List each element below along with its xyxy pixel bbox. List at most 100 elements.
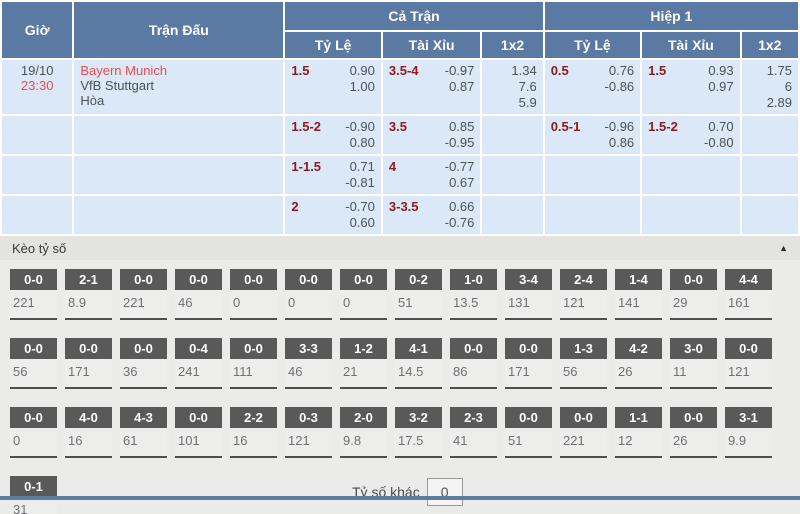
- score-button[interactable]: 3-0 11: [670, 338, 717, 389]
- odds-value[interactable]: 7.6: [518, 79, 537, 94]
- h1-overunder-cell[interactable]: 1.5-2 0.70 -0.80: [642, 116, 740, 154]
- score-button[interactable]: 0-0 26: [670, 407, 717, 458]
- score-button[interactable]: 0-0 171: [65, 338, 112, 389]
- odds-value[interactable]: -0.80: [704, 135, 734, 150]
- score-button[interactable]: 4-4 161: [725, 269, 772, 320]
- score-button[interactable]: 0-0 0: [340, 269, 387, 320]
- score-button[interactable]: 2-2 16: [230, 407, 277, 458]
- score-stake-underline[interactable]: [725, 456, 772, 458]
- h1-handicap-cell[interactable]: 0.5-1 -0.96 0.86: [544, 116, 641, 154]
- score-button[interactable]: 3-1 9.9: [725, 407, 772, 458]
- score-stake-underline[interactable]: [615, 387, 662, 389]
- odds-value[interactable]: 0.90: [349, 63, 375, 78]
- score-button[interactable]: 4-0 16: [65, 407, 112, 458]
- score-stake-underline[interactable]: [230, 387, 277, 389]
- score-stake-underline[interactable]: [285, 387, 332, 389]
- odds-value[interactable]: 1.00: [349, 79, 375, 94]
- score-button[interactable]: 0-0 0: [10, 407, 57, 458]
- odds-value[interactable]: -0.95: [444, 135, 475, 150]
- score-stake-underline[interactable]: [65, 387, 112, 389]
- score-stake-underline[interactable]: [450, 318, 497, 320]
- collapse-icon[interactable]: ▲: [779, 243, 788, 253]
- odds-value[interactable]: -0.77: [444, 159, 475, 174]
- score-stake-underline[interactable]: [65, 318, 112, 320]
- odds-value[interactable]: -0.90: [345, 119, 375, 134]
- odds-value[interactable]: 0.85: [449, 119, 475, 134]
- score-button[interactable]: 4-1 14.5: [395, 338, 442, 389]
- score-stake-underline[interactable]: [670, 456, 717, 458]
- odds-value[interactable]: 0.66: [449, 199, 475, 214]
- odds-value[interactable]: 0.97: [708, 79, 734, 94]
- score-stake-underline[interactable]: [340, 387, 387, 389]
- score-stake-underline[interactable]: [560, 318, 607, 320]
- score-stake-underline[interactable]: [450, 387, 497, 389]
- score-button[interactable]: 3-2 17.5: [395, 407, 442, 458]
- odds-value[interactable]: 0.71: [349, 159, 375, 174]
- score-stake-underline[interactable]: [615, 456, 662, 458]
- ft-handicap-cell[interactable]: 1.5-2 -0.90 0.80: [285, 116, 381, 154]
- score-button[interactable]: 3-3 46: [285, 338, 332, 389]
- ft-overunder-cell[interactable]: 3-3.5 0.66 -0.76: [382, 196, 481, 234]
- odds-value[interactable]: 0.93: [708, 63, 734, 78]
- score-button[interactable]: 0-0 56: [10, 338, 57, 389]
- h1-handicap-cell[interactable]: 0.5 0.76 -0.86: [544, 60, 641, 114]
- h1-overunder-cell[interactable]: 1.5 0.93 0.97: [642, 60, 740, 114]
- score-button[interactable]: 0-0 111: [230, 338, 277, 389]
- score-button[interactable]: 0-2 51: [395, 269, 442, 320]
- score-button[interactable]: 0-1 31: [10, 476, 57, 514]
- score-stake-underline[interactable]: [340, 318, 387, 320]
- score-stake-underline[interactable]: [560, 456, 607, 458]
- score-stake-underline[interactable]: [175, 318, 222, 320]
- score-stake-underline[interactable]: [395, 387, 442, 389]
- ft-1x2-cell[interactable]: 1.34 7.6 5.9: [482, 60, 543, 114]
- score-button[interactable]: 0-0 221: [10, 269, 57, 320]
- odds-value[interactable]: 5.9: [518, 95, 537, 110]
- score-stake-underline[interactable]: [285, 456, 332, 458]
- score-stake-underline[interactable]: [10, 456, 57, 458]
- score-button[interactable]: 2-4 121: [560, 269, 607, 320]
- score-stake-underline[interactable]: [120, 387, 167, 389]
- score-stake-underline[interactable]: [450, 456, 497, 458]
- odds-value[interactable]: 0.86: [608, 135, 635, 150]
- odds-value[interactable]: -0.86: [604, 79, 635, 94]
- score-stake-underline[interactable]: [615, 318, 662, 320]
- score-stake-underline[interactable]: [285, 318, 332, 320]
- score-stake-underline[interactable]: [230, 318, 277, 320]
- score-stake-underline[interactable]: [505, 318, 552, 320]
- score-button[interactable]: 0-0 221: [560, 407, 607, 458]
- odds-value[interactable]: 0.76: [608, 63, 635, 78]
- ft-handicap-cell[interactable]: 1.5 0.90 1.00: [285, 60, 381, 114]
- score-button[interactable]: 1-0 13.5: [450, 269, 497, 320]
- score-button[interactable]: 0-0 29: [670, 269, 717, 320]
- score-stake-underline[interactable]: [395, 456, 442, 458]
- score-stake-underline[interactable]: [340, 456, 387, 458]
- score-stake-underline[interactable]: [120, 456, 167, 458]
- score-button[interactable]: 0-0 36: [120, 338, 167, 389]
- score-button[interactable]: 1-4 141: [615, 269, 662, 320]
- ft-handicap-cell[interactable]: 1-1.5 0.71 -0.81: [285, 156, 381, 194]
- odds-value[interactable]: 6: [784, 79, 792, 94]
- score-button[interactable]: 0-4 241: [175, 338, 222, 389]
- score-button[interactable]: 0-0 46: [175, 269, 222, 320]
- score-button[interactable]: 0-0 86: [450, 338, 497, 389]
- score-button[interactable]: 0-0 0: [230, 269, 277, 320]
- score-stake-underline[interactable]: [10, 318, 57, 320]
- score-stake-underline[interactable]: [10, 387, 57, 389]
- odds-value[interactable]: 0.70: [708, 119, 734, 134]
- score-button[interactable]: 4-3 61: [120, 407, 167, 458]
- score-button[interactable]: 0-3 121: [285, 407, 332, 458]
- odds-value[interactable]: -0.97: [444, 63, 475, 78]
- odds-value[interactable]: 2.89: [766, 95, 792, 110]
- odds-value[interactable]: -0.81: [345, 175, 375, 190]
- score-stake-underline[interactable]: [395, 318, 442, 320]
- ft-overunder-cell[interactable]: 3.5-4 -0.97 0.87: [382, 60, 481, 114]
- ft-overunder-cell[interactable]: 4 -0.77 0.67: [382, 156, 481, 194]
- odds-value[interactable]: -0.76: [444, 215, 475, 230]
- score-button[interactable]: 0-0 221: [120, 269, 167, 320]
- score-button[interactable]: 3-4 131: [505, 269, 552, 320]
- odds-value[interactable]: -0.96: [604, 119, 635, 134]
- odds-value[interactable]: -0.70: [345, 199, 375, 214]
- score-stake-underline[interactable]: [670, 318, 717, 320]
- score-stake-underline[interactable]: [505, 387, 552, 389]
- odds-value[interactable]: 0.80: [349, 135, 375, 150]
